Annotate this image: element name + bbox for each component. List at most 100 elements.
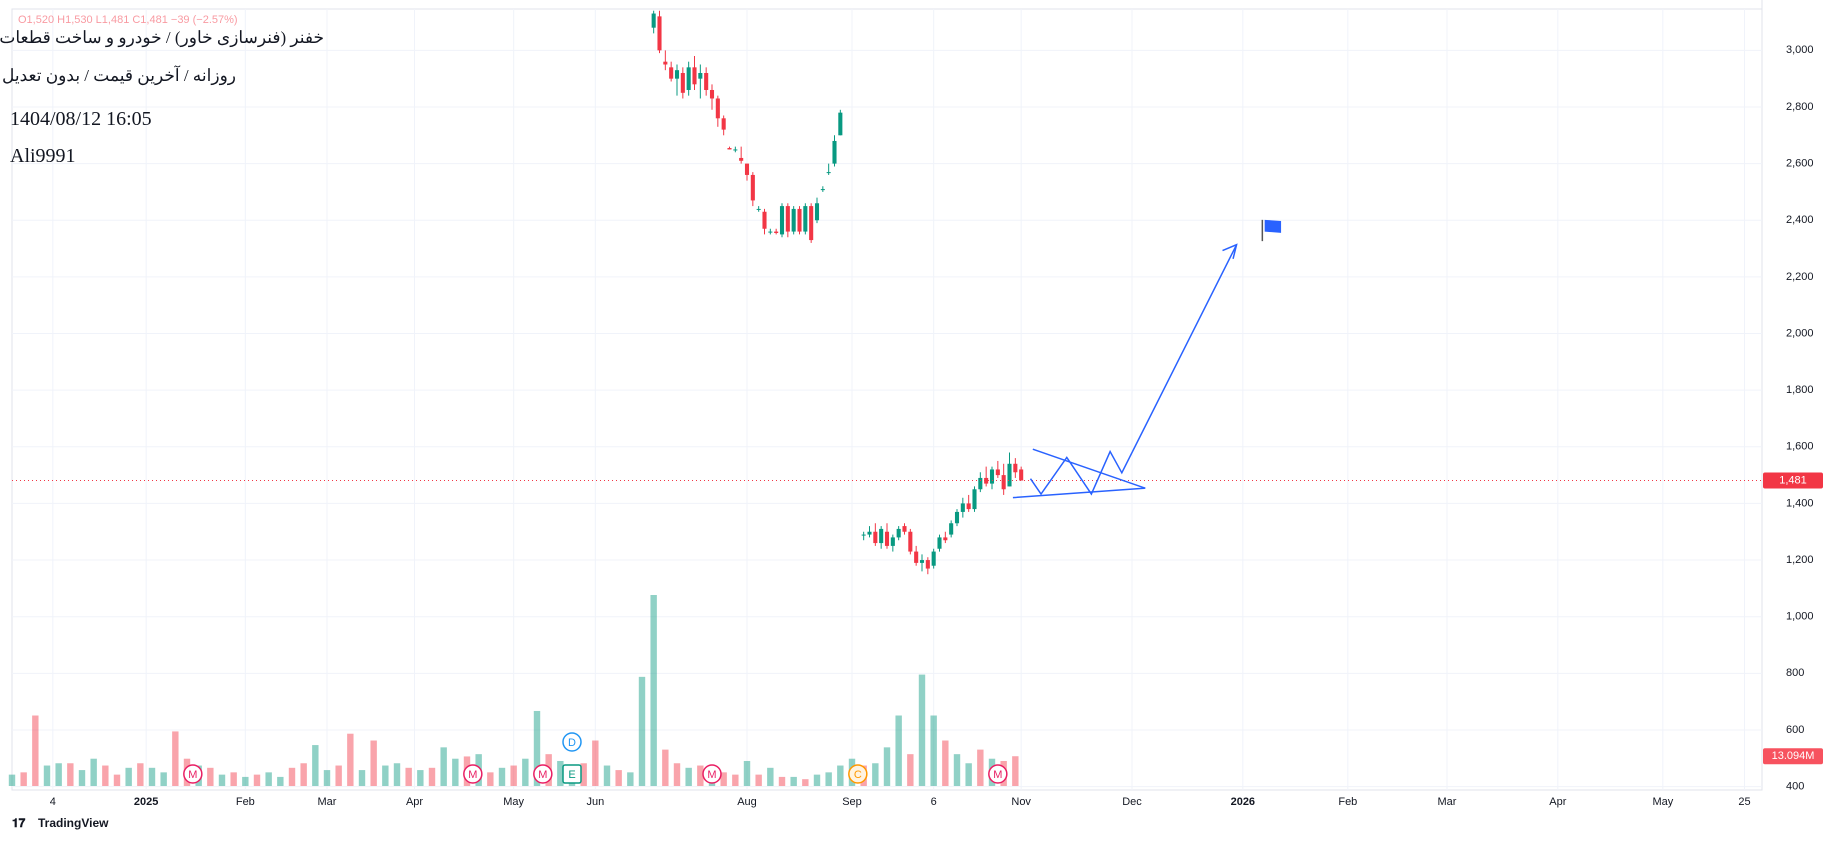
volume-bar [720,772,727,786]
y-tick-label: 400 [1786,781,1804,793]
candle-body [867,531,872,535]
candle-body [896,528,901,538]
event-label: C [854,769,862,781]
candle-body [943,537,948,541]
volume-bar [312,745,319,786]
event-marker [562,732,582,752]
volume-bar [627,772,634,786]
subtitle: روزانه / آخرین قیمت / بدون تعدیل [1,66,236,85]
volume-bar [440,747,447,786]
volume-bar [977,749,984,786]
volume-bar [743,760,751,786]
event-marker [463,764,483,784]
y-tick-label: 1,600 [1786,441,1814,453]
candle-body [791,208,796,232]
candle-body [978,477,983,490]
candle-body [972,489,977,510]
candle-body [785,206,790,232]
volume-bar [732,774,739,786]
event-marker [562,764,582,784]
candle-body [739,157,744,161]
volume-bar [603,765,611,786]
candle-body [814,203,820,221]
volume-bar [638,676,646,786]
volume-bar [218,774,226,786]
volume-bar [137,763,144,786]
triangle-drawing [1013,449,1145,497]
event-label: M [538,769,547,781]
volume-bar [55,763,62,786]
author: Ali9991 [10,145,76,167]
candle-body [663,61,668,65]
volume-bar [32,715,39,786]
candle-body [931,551,936,566]
volume-bar [685,767,692,786]
x-tick-label: May [503,796,524,808]
volume-bar [673,763,681,786]
event-marker [183,764,203,784]
y-tick-label: 1,400 [1786,497,1814,509]
volume-bar [358,770,366,786]
volume-bar [837,765,844,786]
y-tick-label: 1,000 [1786,611,1814,623]
candle-body [797,208,802,232]
last-price-badge [1763,472,1823,489]
volume-bar [557,760,564,786]
brand: TradingView [38,816,109,830]
candle-body [750,174,755,201]
candle-body [879,528,884,544]
candle-body [925,560,930,569]
y-tick-label: 600 [1786,724,1804,736]
candle-body [774,231,779,233]
x-tick-label: 25 [1738,796,1750,808]
event-marker [848,764,868,784]
title: خفنر (فنرسازی خاور) / خودرو و ساخت قطعات [0,28,324,47]
volume-badge [1763,748,1823,765]
volume-bar [533,710,541,786]
x-tick-label: 2026 [1231,796,1255,808]
volume-bar [883,747,891,786]
candle-body [914,551,919,563]
projection-path [1030,245,1236,494]
volume-bar [930,715,937,786]
volume-bar [43,765,51,786]
x-tick-label: Mar [318,796,337,808]
candle-body [727,148,732,150]
volume-bar [160,772,167,786]
y-tick-label: 2,200 [1786,271,1814,283]
candle-body [715,98,720,119]
candle-body [908,531,913,552]
drawings [1013,219,1282,498]
candle-body [779,206,785,235]
candle-body [949,523,954,535]
candle-body [744,163,750,175]
volume-bar [148,767,156,786]
volume-bar [592,740,599,786]
last-price-label: 1,481 [1779,474,1807,486]
candle-body [954,511,960,524]
volume-bar [300,763,307,786]
volume-bar [113,774,121,786]
volume-bar [825,772,832,786]
x-tick-label: 2025 [134,796,158,808]
candle-body [873,531,878,544]
volume-bar [67,763,74,786]
volume-bar [918,674,926,786]
volume-bar [90,758,97,786]
y-tick-label: 800 [1786,667,1804,679]
x-tick-label: Mar [1438,796,1457,808]
candle-body [966,503,971,510]
candle-body [733,149,738,151]
timestamp: 1404/08/12 16:05 [10,108,152,130]
volume-bar [522,758,529,786]
candle-body [838,112,843,136]
volume-bar [323,770,331,786]
volume-bar [965,763,972,786]
candle-body [826,172,831,174]
candle-body [809,206,814,241]
volume-bar [265,772,272,786]
volume-bar [242,776,249,786]
candle-body [820,189,825,191]
candle-body [960,503,965,512]
